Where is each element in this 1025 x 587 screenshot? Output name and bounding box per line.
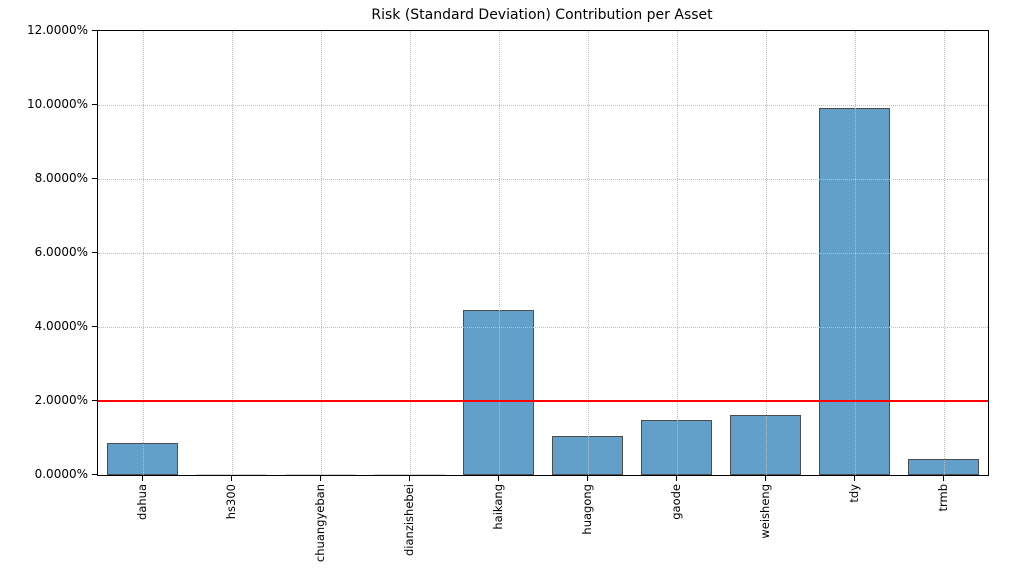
- bar-haikang: [462, 309, 535, 475]
- y-tick-label: 12.0000%: [26, 23, 88, 37]
- plot-area: [97, 30, 989, 476]
- gridline-horizontal: [98, 105, 988, 106]
- bar-tdy: [818, 107, 891, 475]
- y-tick-mark: [92, 326, 97, 327]
- x-tick-label-dahua: dahua: [134, 484, 149, 520]
- bar-weisheng: [729, 415, 802, 475]
- x-tick-mark: [141, 476, 143, 481]
- y-tick-label: 8.0000%: [34, 171, 88, 185]
- bar-chuangyeban: [284, 474, 357, 475]
- x-tick-mark: [230, 476, 232, 481]
- threshold-line: [98, 400, 988, 402]
- bar-huagong: [551, 436, 624, 475]
- chart-title: Risk (Standard Deviation) Contribution p…: [371, 7, 713, 23]
- gridline-horizontal: [98, 327, 988, 328]
- y-tick-mark: [92, 30, 97, 31]
- x-tick-label-chuangyeban: chuangyeban: [312, 484, 327, 563]
- bars-layer: [98, 31, 988, 475]
- y-tick-label: 6.0000%: [34, 245, 88, 259]
- y-tick-label: 4.0000%: [34, 319, 88, 333]
- bar-dianzishebei: [373, 474, 446, 475]
- bar-gaode: [640, 419, 713, 475]
- x-tick-mark: [586, 476, 588, 481]
- x-tick-label-hs300: hs300: [223, 484, 238, 520]
- bar-dahua: [106, 442, 179, 475]
- y-tick-mark: [92, 178, 97, 179]
- x-tick-mark: [497, 476, 499, 481]
- y-tick-mark: [92, 400, 97, 401]
- y-tick-mark: [92, 474, 97, 475]
- y-tick-mark: [92, 104, 97, 105]
- x-tick-mark: [319, 476, 321, 481]
- bar-trmb: [907, 459, 980, 475]
- x-tick-mark: [675, 476, 677, 481]
- y-tick-mark: [92, 252, 97, 253]
- x-tick-label-tdy: tdy: [846, 484, 861, 503]
- x-tick-label-trmb: trmb: [935, 484, 950, 512]
- x-tick-mark: [764, 476, 766, 481]
- bar-hs300: [195, 474, 268, 475]
- x-tick-label-weisheng: weisheng: [757, 484, 772, 539]
- gridline-horizontal: [98, 179, 988, 180]
- x-tick-label-haikang: haikang: [490, 484, 505, 530]
- x-tick-mark: [853, 476, 855, 481]
- x-tick-mark: [408, 476, 410, 481]
- y-tick-label: 10.0000%: [26, 97, 88, 111]
- y-tick-label: 2.0000%: [34, 393, 88, 407]
- y-tick-label: 0.0000%: [34, 467, 88, 481]
- x-tick-label-gaode: gaode: [668, 484, 683, 520]
- gridline-horizontal: [98, 253, 988, 254]
- x-tick-label-dianzishebei: dianzishebei: [401, 484, 416, 556]
- x-tick-label-huagong: huagong: [579, 484, 594, 535]
- x-tick-mark: [942, 476, 944, 481]
- overlay-layer: [98, 31, 988, 475]
